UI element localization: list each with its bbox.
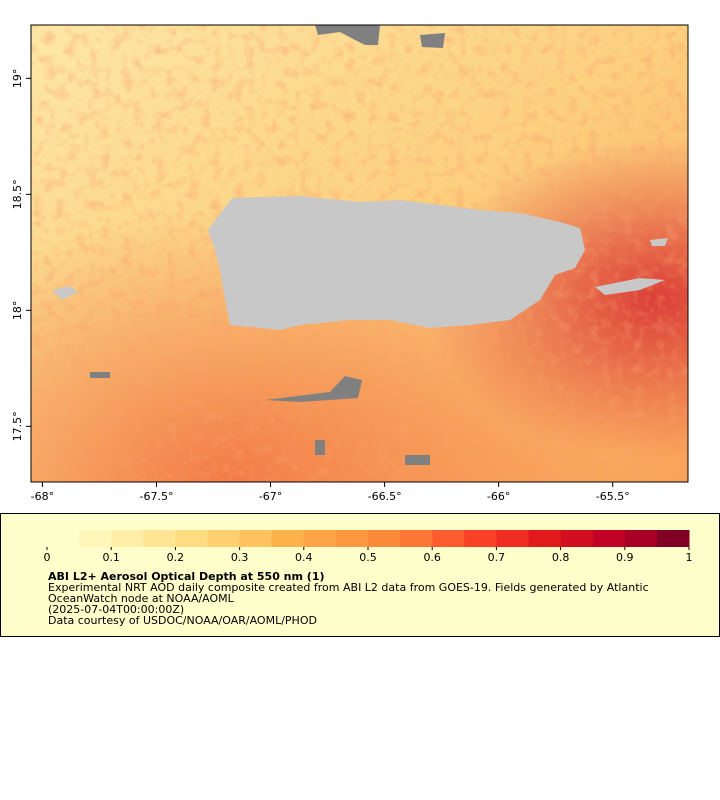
x-tick-label: -65.5°	[596, 490, 630, 503]
legend-line: Experimental NRT AOD daily composite cre…	[48, 581, 649, 594]
mask-patch	[90, 372, 110, 378]
colorbar-tick-label: 0	[44, 551, 51, 564]
colorbar-tick-label: 0.2	[167, 551, 185, 564]
legend-line: Data courtesy of USDOC/NOAA/OAR/AOML/PHO…	[48, 614, 317, 627]
mask-patch	[420, 33, 445, 48]
colorbar-swatch	[592, 530, 626, 547]
puerto-rico	[208, 196, 585, 330]
culebra	[650, 238, 668, 246]
cloud-mask	[90, 25, 445, 465]
map-raster	[31, 25, 688, 482]
colorbar-tick-label: 0.7	[488, 551, 506, 564]
colorbar-swatch	[79, 530, 112, 547]
colorbar-swatch	[111, 530, 144, 547]
colorbar-swatch	[143, 530, 176, 547]
map-frame	[30, 24, 689, 483]
x-tick-label: -66.5°	[368, 490, 402, 503]
colorbar-tick-label: 0.9	[616, 551, 634, 564]
y-tick-label: 17.5°	[11, 411, 24, 441]
colorbar-tick-label: 1	[686, 551, 693, 564]
colorbar-swatch	[207, 530, 241, 547]
colorbar-tick-label: 0.4	[295, 551, 313, 564]
colorbar-tick-label: 0.1	[102, 551, 120, 564]
mona	[52, 286, 78, 300]
legend-line: (2025-07-04T00:00:00Z)	[48, 603, 184, 616]
colorbar-swatch	[656, 530, 690, 547]
colorbar-swatch	[239, 530, 273, 547]
mask-patch	[315, 440, 325, 455]
colorbar-tick-label: 0.5	[359, 551, 377, 564]
colorbar-swatch	[368, 530, 401, 547]
colorbar-swatch	[175, 530, 208, 547]
x-tick-label: -67.5°	[139, 490, 173, 503]
x-tick-label: -66°	[487, 490, 510, 503]
legend-line: OceanWatch node at NOAA/AOML	[48, 592, 235, 605]
mask-patch	[405, 455, 430, 465]
colorbar-swatch	[400, 530, 433, 547]
colorbar-swatch	[496, 530, 529, 547]
colorbar-swatch	[271, 530, 305, 547]
colorbar-tick-label: 0.3	[231, 551, 249, 564]
colorbar-swatch	[432, 530, 465, 547]
colorbar-swatch	[624, 530, 658, 547]
x-tick-label: -67°	[259, 490, 282, 503]
y-tick-label: 19°	[11, 69, 24, 89]
mask-patch	[265, 376, 362, 402]
x-tick-label: -68°	[31, 490, 54, 503]
colorbar-swatch	[303, 530, 337, 547]
colorbar-tick-label: 0.8	[552, 551, 570, 564]
colorbar-swatch	[464, 530, 497, 547]
colorbar-swatch	[335, 530, 369, 547]
land	[52, 196, 668, 330]
y-tick-label: 18°	[11, 301, 24, 321]
mask-patch	[315, 25, 380, 45]
colorbar-swatch	[560, 530, 594, 547]
vieques	[595, 278, 665, 295]
colorbar-tick-label: 0.6	[423, 551, 441, 564]
colorbar-swatch	[47, 530, 80, 547]
legend-title: ABI L2+ Aerosol Optical Depth at 550 nm …	[48, 570, 325, 583]
axes: -68° -67.5° -67° -66.5° -66° -65.5° 17.5° 18° 18…	[11, 69, 630, 503]
colorbar: 0 0.1 0.2 0.3 0.4 0.5 0.6 0.7 0.8 0.9 1	[44, 530, 693, 564]
colorbar-swatch	[528, 530, 562, 547]
y-tick-label: 18.5°	[11, 179, 24, 209]
